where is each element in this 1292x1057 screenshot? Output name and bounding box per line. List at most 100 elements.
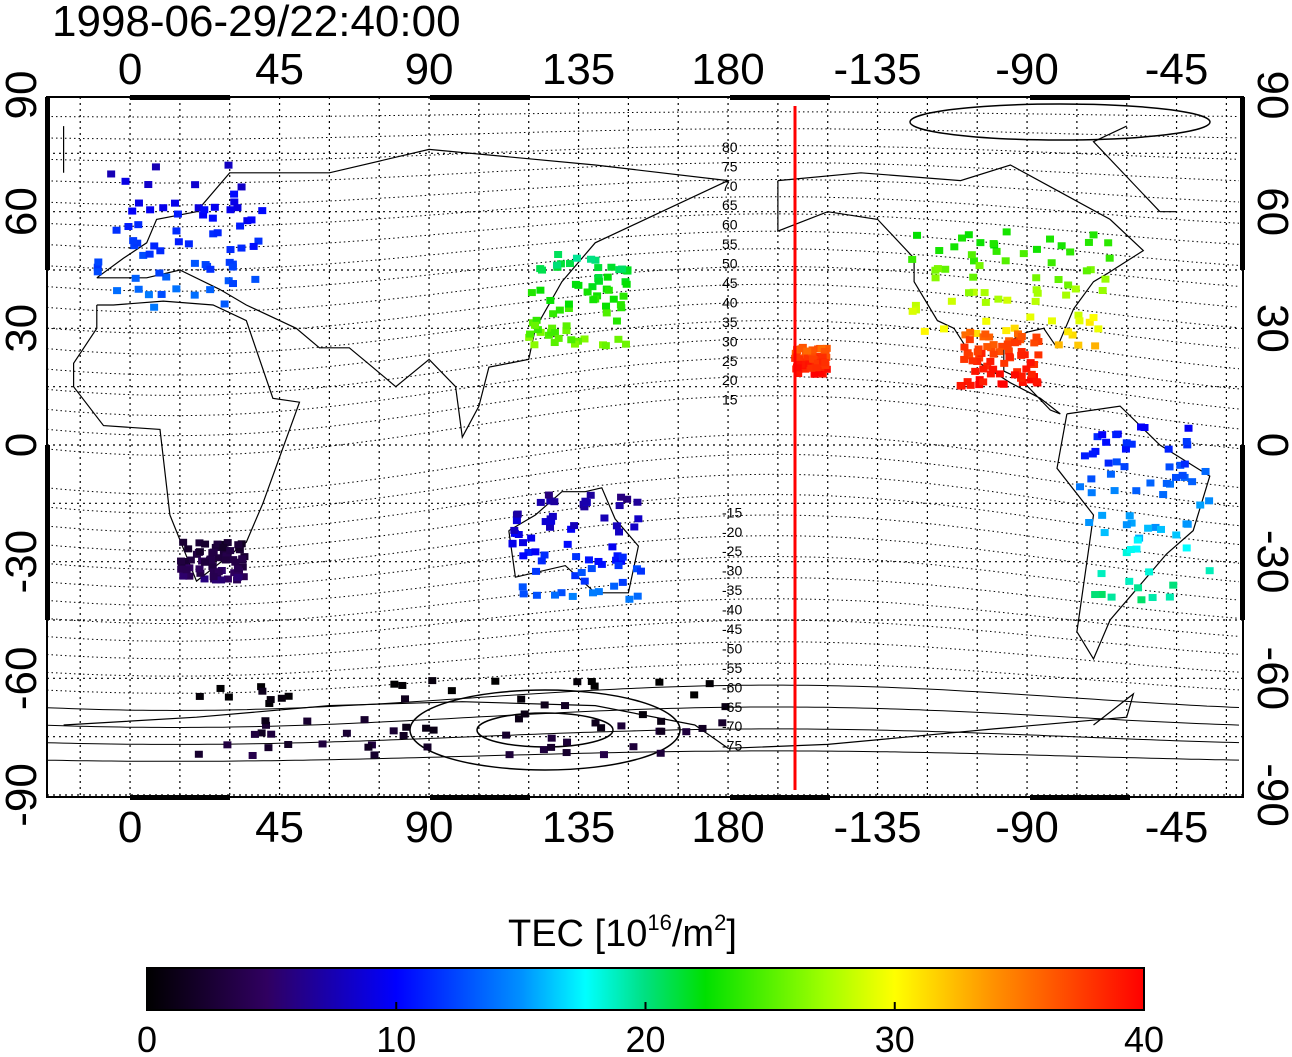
tec-data-point (206, 286, 215, 294)
tec-data-point (554, 334, 563, 342)
tec-data-point (803, 353, 812, 361)
tec-data-point (799, 354, 808, 362)
tec-data-point (617, 493, 626, 501)
tec-data-point (986, 357, 995, 365)
tec-data-point (550, 339, 559, 347)
tec-data-point (237, 183, 246, 191)
tec-data-point (950, 243, 959, 251)
tec-data-point (544, 491, 553, 499)
bottom-longitude-axis: 0 45 90 135 180 -135 -90 -45 (118, 803, 1209, 852)
mlat-contour (47, 619, 1240, 660)
right-lat-label: 90 (1248, 71, 1292, 120)
tec-data-point (1082, 267, 1091, 275)
tec-data-point (1032, 274, 1041, 282)
tec-data-point (1091, 342, 1100, 350)
tec-data-point (597, 724, 606, 732)
tec-data-point (213, 540, 222, 548)
tec-data-point (1046, 235, 1055, 243)
tec-data-point (622, 280, 631, 288)
tec-data-point (134, 221, 143, 229)
tec-data-point (217, 576, 226, 584)
tec-data-point (1047, 259, 1056, 267)
tec-data-point (1033, 289, 1042, 297)
tec-data-point (200, 206, 209, 214)
left-latitude-axis: 90 60 30 0 -30 -60 -90 (0, 71, 46, 827)
right-lat-label: 30 (1248, 304, 1292, 353)
tec-data-point (602, 309, 611, 317)
tec-data-point (629, 743, 638, 751)
tec-data-point (609, 295, 618, 303)
tec-data-point (1076, 483, 1085, 491)
tec-data-point (1133, 536, 1142, 544)
tec-data-point (933, 265, 942, 273)
tec-data-point (808, 346, 817, 354)
colorbar-title-unit: /m (672, 913, 714, 955)
tec-data-point (979, 365, 988, 373)
tec-data-point (224, 693, 233, 701)
left-lat-label: -60 (0, 647, 46, 711)
mlat-contour (47, 145, 1240, 162)
tec-data-point (1080, 452, 1089, 460)
tec-data-point (604, 286, 613, 294)
tec-data-point (1145, 568, 1154, 576)
tec-data-point (184, 240, 193, 248)
tec-data-point (228, 263, 237, 271)
right-lat-label: 60 (1248, 187, 1292, 236)
tec-data-point (231, 558, 240, 566)
tec-data-point (580, 335, 589, 343)
tec-data-point (1169, 581, 1178, 589)
mlat-contour (47, 473, 1240, 533)
tec-data-point (179, 538, 188, 546)
tec-data-point (590, 682, 599, 690)
tec-data-point (557, 589, 566, 597)
tec-data-point (633, 498, 642, 506)
tec-data-point (1100, 529, 1109, 537)
mlat-contour (47, 535, 1240, 589)
contour-label: 60 (722, 217, 738, 233)
tec-data-point (93, 268, 102, 276)
tec-data-point (93, 263, 102, 271)
tec-data-point (1032, 286, 1041, 294)
contour-label: 35 (722, 314, 738, 330)
tec-data-point (1121, 445, 1130, 453)
mlat-contour (47, 706, 1240, 728)
tec-data-point (1088, 450, 1097, 458)
tec-data-point (159, 204, 168, 212)
tec-data-point (1101, 275, 1110, 283)
tec-data-point (531, 548, 540, 556)
tec-data-point (254, 237, 263, 245)
coastline (96, 148, 731, 440)
tec-data-point (602, 302, 611, 310)
tec-data-point (964, 231, 973, 239)
tec-data-point (1157, 525, 1166, 533)
contour-label: -40 (722, 602, 742, 618)
tec-data-point (625, 595, 634, 603)
top-lon-label: 90 (405, 45, 454, 94)
tec-data-point (1054, 276, 1063, 284)
tec-data-point (975, 262, 984, 270)
contour-labels: 80 75 70 65 60 55 50 45 40 35 30 25 20 15 -15 -20 -25 -30… (722, 139, 742, 754)
tec-data-point (1093, 433, 1102, 441)
tec-data-point (124, 223, 133, 231)
tec-data-point (969, 273, 978, 281)
tec-data-point (1146, 479, 1155, 487)
tec-data-point (551, 591, 560, 599)
tec-data-point (1001, 257, 1010, 265)
bottom-lon-label: -135 (834, 803, 922, 852)
tec-data-point (284, 740, 293, 748)
tec-data-point (194, 204, 203, 212)
tec-data-point (540, 551, 549, 559)
tec-data-point (201, 540, 210, 548)
tec-data-point (618, 553, 627, 561)
tec-data-point (992, 247, 1001, 255)
tec-data-point (532, 567, 541, 575)
tec-data-point (1030, 339, 1039, 347)
tec-data-point (1122, 521, 1131, 529)
tec-data-point (184, 545, 193, 553)
tec-data-point (1066, 248, 1075, 256)
tec-data-point (546, 523, 555, 531)
tec-data-point (976, 239, 985, 247)
map-body (47, 97, 1243, 797)
mlat-contour (47, 338, 1240, 396)
